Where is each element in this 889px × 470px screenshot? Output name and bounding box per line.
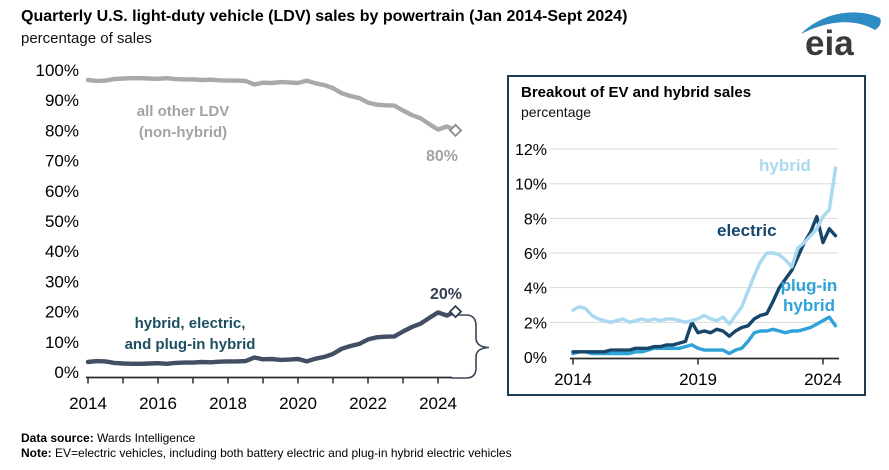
data-source-label: Data source: bbox=[21, 431, 94, 445]
main-gray-end-value: 80% bbox=[426, 148, 459, 165]
y-tick-label: 0% bbox=[524, 350, 547, 367]
page-subtitle: percentage of sales bbox=[21, 30, 152, 47]
y-tick-label: 8% bbox=[524, 211, 547, 228]
x-tick-label: 2024 bbox=[419, 394, 457, 413]
inset-subtitle: percentage bbox=[521, 104, 592, 120]
eia-logo-text: eia bbox=[805, 24, 854, 62]
main-chart-svg: 2014 2016 2018 2020 2022 2024 0% 10% 20% 30% 40% 50… bbox=[36, 61, 463, 413]
x-tick-label: 2014 bbox=[554, 370, 592, 389]
y-tick-label: 90% bbox=[45, 91, 79, 110]
note-label: Note: bbox=[21, 446, 52, 460]
x-tick-label: 2018 bbox=[209, 394, 247, 413]
note-text: EV=electric vehicles, including both bat… bbox=[51, 446, 512, 460]
inset-series-plug-in-hybrid bbox=[571, 315, 838, 356]
x-tick-label: 2022 bbox=[349, 394, 387, 413]
inset-title: Breakout of EV and hybrid sales bbox=[521, 84, 752, 101]
inset-electric-series-label: electric bbox=[717, 221, 777, 240]
data-source-text: Wards Intelligence bbox=[93, 431, 196, 445]
main-series-all-other-ldv-non-hybrid bbox=[85, 76, 458, 133]
inset-plugin-series-label-line1: plug-in bbox=[780, 276, 838, 295]
inset-hybrid-series-label: hybrid bbox=[759, 156, 811, 175]
main-dark-end-value: 20% bbox=[430, 286, 463, 303]
y-tick-label: 50% bbox=[45, 212, 79, 231]
y-tick-label: 70% bbox=[45, 152, 79, 171]
y-tick-label: 20% bbox=[45, 303, 79, 322]
inset-series-hybrid bbox=[571, 166, 838, 326]
inset-series-electric bbox=[571, 214, 838, 354]
y-tick-label: 4% bbox=[524, 281, 547, 298]
main-dark-series-label-line1: hybrid, electric, bbox=[134, 315, 246, 332]
y-tick-label: 0% bbox=[54, 363, 79, 382]
eia-logo: eia bbox=[798, 6, 886, 62]
x-tick-label: 2020 bbox=[279, 394, 317, 413]
main-series-hybrid-electric-and-plug-in-hybrid bbox=[85, 309, 458, 366]
main-end-marker-all-other-ldv-non-hybrid bbox=[448, 123, 463, 138]
inset-plugin-series-label-line2: hybrid bbox=[783, 296, 835, 315]
inset-chart-svg: 2014 2019 2024 0% 2% 4% 6% 8% 10% 12% bbox=[515, 142, 842, 389]
y-tick-label: 12% bbox=[515, 142, 547, 159]
y-tick-label: 10% bbox=[45, 333, 79, 352]
main-gray-series-label-line2: (non-hybrid) bbox=[138, 124, 228, 141]
inset-plugin-series-label: plug-in hybrid bbox=[761, 276, 857, 316]
x-tick-label: 2019 bbox=[679, 370, 717, 389]
y-tick-label: 30% bbox=[45, 272, 79, 291]
main-dark-series-label: hybrid, electric, and plug-in hybrid bbox=[92, 313, 288, 355]
x-tick-label: 2024 bbox=[804, 370, 842, 389]
note-line: Note: EV=electric vehicles, including bo… bbox=[21, 446, 512, 460]
eia-logo-swoosh-icon: eia bbox=[801, 12, 881, 62]
y-tick-label: 6% bbox=[524, 246, 547, 263]
main-dark-series-label-line2: and plug-in hybrid bbox=[124, 336, 256, 353]
x-tick-label: 2016 bbox=[139, 394, 177, 413]
y-tick-label: 2% bbox=[524, 315, 547, 332]
main-gray-series-label-line1: all other LDV bbox=[136, 103, 230, 120]
page-title: Quarterly U.S. light-duty vehicle (LDV) … bbox=[21, 8, 628, 25]
inset-panel: 2014 2019 2024 0% 2% 4% 6% 8% 10% 12% Breakout of… bbox=[507, 75, 866, 396]
main-gray-series-label: all other LDV (non-hybrid) bbox=[103, 101, 263, 143]
y-tick-label: 10% bbox=[515, 177, 547, 194]
y-tick-label: 80% bbox=[45, 121, 79, 140]
y-tick-label: 100% bbox=[36, 61, 79, 80]
data-source-line: Data source: Wards Intelligence bbox=[21, 431, 195, 445]
y-tick-label: 40% bbox=[45, 242, 79, 261]
y-tick-label: 60% bbox=[45, 182, 79, 201]
x-tick-label: 2014 bbox=[69, 394, 107, 413]
